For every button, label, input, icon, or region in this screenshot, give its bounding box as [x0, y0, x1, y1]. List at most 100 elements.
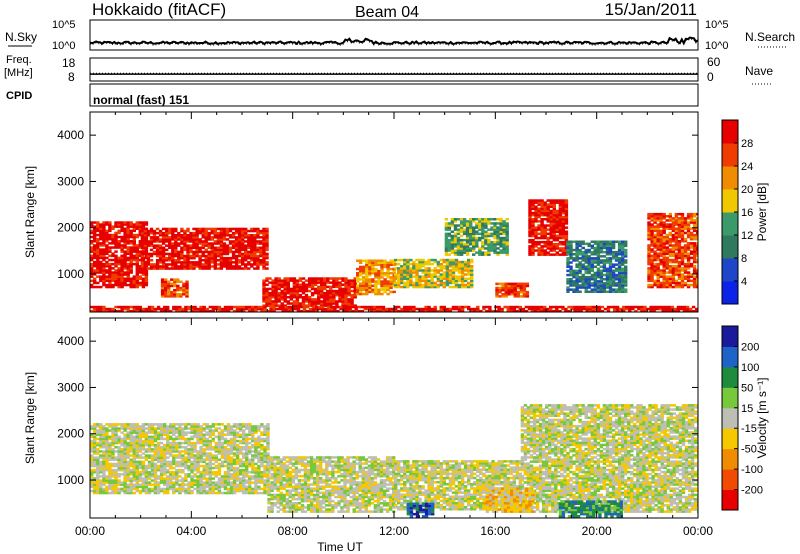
scatter-cell [99, 443, 103, 447]
scatter-cell [161, 246, 166, 249]
scatter-cell [111, 283, 115, 287]
scatter-cell [222, 231, 227, 235]
scatter-cell [265, 304, 269, 307]
scatter-cell [621, 244, 625, 248]
scatter-cell [210, 236, 214, 239]
scatter-cell [231, 231, 236, 235]
scatter-cell [329, 289, 333, 293]
scatter-cell [353, 289, 357, 293]
scatter-cell [549, 211, 553, 215]
scatter-cell [677, 285, 682, 289]
scatter-cell [132, 446, 136, 449]
scatter-cell [147, 456, 152, 459]
scatter-cell [608, 280, 613, 283]
scatter-cell [138, 265, 142, 268]
scatter-cell [111, 481, 115, 484]
scatter-cell [239, 305, 243, 309]
scatter-cell [304, 279, 309, 282]
scatter-cell [117, 483, 121, 486]
scatter-cell [332, 285, 336, 289]
scatter-cell [454, 281, 459, 285]
scatter-cell [424, 305, 428, 309]
scatter-cell [375, 309, 380, 312]
scatter-cell [114, 491, 118, 495]
scatter-cell [111, 464, 115, 468]
scatter-cell [135, 262, 139, 266]
scatter-cell [272, 307, 276, 311]
scatter-cell [161, 234, 166, 237]
scatter-cell [123, 260, 127, 264]
scatter-cell [677, 281, 682, 285]
scatter-cell [111, 483, 115, 486]
scatter-cell [147, 477, 152, 480]
scatter-cell [149, 252, 154, 256]
scatter-cell [219, 229, 224, 233]
scatter-cell [135, 487, 139, 491]
scatter-cell [126, 435, 130, 439]
scatter-cell [433, 258, 437, 262]
scatter-cell [138, 477, 142, 480]
scatter-cell [386, 263, 390, 267]
scatter-cell [341, 291, 345, 295]
scatter-cell [558, 201, 563, 204]
scatter-cell [454, 279, 459, 283]
scatter-cell [442, 260, 446, 264]
scatter-cell [102, 240, 106, 243]
scatter-cell [445, 275, 450, 278]
scatter-cell [365, 261, 369, 264]
scatter-cell [117, 309, 121, 312]
scatter-cell [656, 285, 660, 289]
scatter-cell [311, 307, 316, 311]
scatter-cell [96, 464, 100, 468]
scatter-cell [108, 441, 112, 445]
scatter-cell [144, 275, 149, 278]
scatter-cell [338, 296, 342, 299]
scatter-cell [111, 437, 115, 441]
scatter-cell [507, 293, 511, 296]
scatter-cell [147, 491, 152, 495]
scatter-cell [108, 437, 112, 441]
scatter-cell [442, 277, 446, 280]
scatter-cell [496, 222, 500, 225]
scatter-cell [326, 277, 330, 280]
scatter-cell [516, 282, 520, 286]
scatter-cell [126, 269, 130, 272]
scatter-cell [163, 452, 167, 455]
scatter-cell [140, 231, 145, 235]
scatter-cell [371, 290, 375, 294]
scatter-cell [490, 245, 494, 248]
scatter-cell [123, 477, 127, 480]
scatter-cell [146, 240, 151, 243]
scatter-cell [207, 261, 211, 264]
scatter-cell [253, 256, 257, 260]
scatter-cell [531, 238, 535, 242]
scatter-cell [182, 290, 186, 294]
scatter-cell [262, 240, 266, 243]
scatter-cell [234, 265, 239, 268]
scatter-cell [513, 282, 517, 286]
scatter-cell [333, 305, 337, 309]
scatter-cell [686, 217, 691, 220]
scatter-cell [543, 207, 547, 211]
scatter-cell [298, 302, 303, 305]
scatter-cell [496, 247, 500, 250]
scatter-cell [392, 269, 396, 273]
scatter-cell [179, 280, 183, 283]
scatter-cell [99, 435, 103, 439]
scatter-cell [555, 243, 559, 246]
scatter-cell [247, 256, 251, 260]
scatter-cell [304, 283, 309, 286]
scatter-cell [469, 222, 473, 225]
scatter-cell [505, 230, 509, 233]
scatter-cell [581, 250, 585, 254]
scatter-cell [198, 261, 202, 264]
scatter-cell [566, 265, 570, 268]
scatter-cell [153, 456, 158, 459]
scatter-cell [374, 284, 378, 287]
scatter-cell [656, 279, 660, 283]
scatter-cell [135, 233, 139, 237]
scatter-cell [129, 489, 133, 493]
scatter-cell [335, 283, 339, 286]
scatter-cell [132, 275, 136, 278]
scatter-cell [490, 232, 494, 236]
